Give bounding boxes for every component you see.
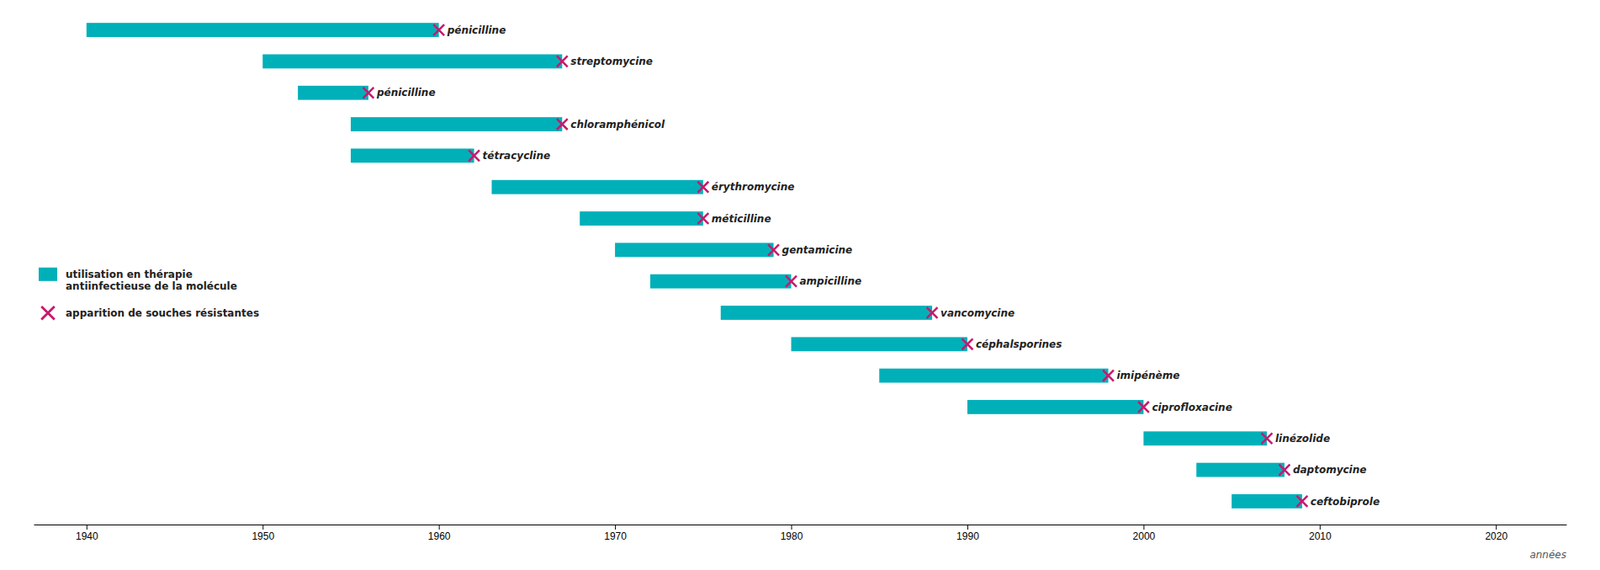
- category-label: céphalsporines: [975, 338, 1062, 350]
- tick-label: 1960: [428, 529, 451, 542]
- marker: [556, 55, 568, 67]
- marker: [1278, 464, 1290, 476]
- tick: 1980: [780, 524, 804, 542]
- category-label: gentamicine: [782, 243, 853, 256]
- tick-mark: [1495, 524, 1497, 530]
- tick-label: 1940: [75, 529, 99, 542]
- bar: [614, 242, 774, 257]
- category-label: streptomycine: [570, 55, 653, 68]
- category-label: ciprofloxacine: [1151, 401, 1232, 414]
- marker: [556, 118, 568, 130]
- tick: 2010: [1308, 524, 1332, 542]
- bar: [720, 305, 933, 320]
- marker: [785, 275, 797, 287]
- tick-mark: [86, 524, 88, 530]
- tick-label: 2000: [1133, 529, 1156, 542]
- category-label: vancomycine: [940, 307, 1015, 319]
- marker: [927, 307, 938, 318]
- legend: utilisation en thérapieantiinfectieuse d…: [38, 267, 260, 320]
- legend-swatch: [38, 267, 58, 281]
- category-label: ceftobiprole: [1310, 495, 1380, 508]
- marker: [768, 243, 779, 255]
- bar: [297, 85, 369, 101]
- legend-label: utilisation en thérapieantiinfectieuse d…: [65, 268, 238, 292]
- x-axis-label: années: [1529, 548, 1567, 561]
- category-label: tétracycline: [482, 149, 551, 162]
- category-label: pénicilline: [446, 24, 507, 37]
- bar: [1231, 493, 1303, 509]
- tick-mark: [614, 524, 616, 530]
- bar: [350, 116, 562, 132]
- marker: [697, 181, 709, 193]
- category-label: daptomycine: [1292, 463, 1367, 476]
- markers: [362, 24, 1308, 507]
- tick: 2020: [1484, 524, 1508, 542]
- tick: 2000: [1133, 524, 1156, 542]
- category-label: chloramphénicol: [570, 118, 666, 131]
- marker: [1102, 370, 1114, 382]
- category-label: pénicilline: [376, 86, 436, 99]
- tick: 1960: [428, 524, 451, 542]
- tick: 1970: [603, 524, 627, 542]
- category-labels: pénicilline streptomycine pénicilline chlor…: [376, 24, 1380, 508]
- tick-mark: [1319, 524, 1321, 530]
- tick: 1990: [956, 524, 980, 542]
- x-axis: 1940 1950 1960 1970 1980 1990 2000 2010 2020: [34, 524, 1568, 542]
- bar: [650, 274, 792, 289]
- legend-label: apparition de souches résistantes: [65, 307, 260, 319]
- category-label: ampicilline: [800, 275, 863, 287]
- marker: [1138, 401, 1150, 413]
- category-label: linézolide: [1275, 432, 1330, 445]
- tick-label: 2010: [1308, 529, 1332, 542]
- bar: [1143, 430, 1267, 446]
- legend-item: utilisation en thérapieantiinfectieuse d…: [38, 267, 238, 293]
- bar: [967, 399, 1144, 414]
- tick-label: 1950: [251, 529, 275, 542]
- marker: [362, 87, 374, 99]
- marker: [962, 338, 974, 350]
- marker: [433, 24, 445, 36]
- legend-item: apparition de souches résistantes: [41, 306, 260, 320]
- bar: [86, 22, 440, 38]
- tick-mark: [1143, 524, 1145, 530]
- tick-mark: [262, 524, 264, 530]
- bars: [86, 22, 1303, 509]
- tick-label: 1980: [780, 529, 804, 542]
- axis-line: [34, 524, 1568, 525]
- marker: [697, 212, 709, 224]
- category-label: érythromycine: [711, 180, 795, 193]
- bar: [350, 148, 475, 163]
- tick-mark: [439, 524, 440, 530]
- bar: [791, 336, 968, 351]
- tick-label: 1970: [603, 529, 627, 542]
- bar: [262, 54, 562, 69]
- tick-mark: [791, 524, 793, 530]
- chart: pénicilline streptomycine pénicilline chlor…: [0, 0, 1600, 570]
- marker: [1296, 495, 1308, 507]
- bar: [492, 180, 704, 195]
- marker: [468, 149, 480, 161]
- category-label: méticilline: [711, 212, 772, 225]
- tick-label: 2020: [1484, 529, 1508, 542]
- category-label: imipénème: [1116, 369, 1180, 382]
- bar: [579, 211, 704, 226]
- plot-area: [86, 22, 1308, 509]
- tick-label: 1990: [956, 529, 980, 542]
- tick: 1950: [251, 524, 275, 542]
- tick-mark: [967, 524, 969, 530]
- marker: [1261, 432, 1273, 444]
- tick: 1940: [75, 524, 99, 542]
- bar: [1196, 462, 1285, 477]
- legend-swatch: [41, 306, 55, 320]
- bar: [879, 368, 1108, 383]
